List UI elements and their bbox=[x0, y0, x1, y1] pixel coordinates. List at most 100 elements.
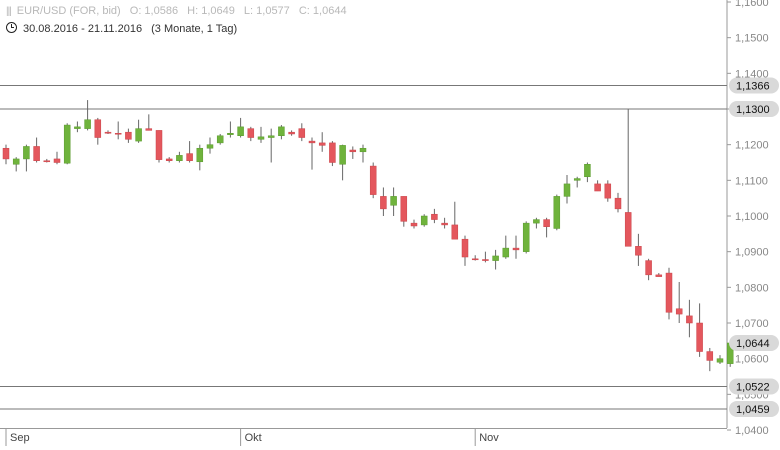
candle-body bbox=[349, 149, 357, 153]
candle-body bbox=[522, 222, 530, 252]
candle-body bbox=[482, 259, 489, 261]
level-label: 1,0522 bbox=[736, 381, 770, 393]
candle-body bbox=[63, 124, 71, 164]
candle-body bbox=[431, 213, 438, 220]
candle-body bbox=[502, 247, 510, 258]
candle-body bbox=[298, 128, 306, 138]
candle-body bbox=[380, 196, 387, 210]
candle-body bbox=[686, 315, 693, 324]
candle-body bbox=[216, 135, 224, 144]
candle-body bbox=[23, 146, 30, 160]
candle-body bbox=[563, 183, 571, 197]
level-label-bg bbox=[729, 101, 779, 117]
candle-body bbox=[176, 155, 183, 161]
open-value: O: 1,0586 bbox=[129, 5, 179, 17]
candle-body bbox=[706, 351, 714, 361]
candle-body bbox=[451, 224, 459, 240]
candle-body bbox=[267, 135, 275, 138]
instrument-name: EUR/USD (FOR, bid) bbox=[16, 5, 121, 17]
y-tick-label: 1,1200 bbox=[735, 140, 769, 152]
candle-body bbox=[696, 322, 703, 352]
candle-body bbox=[665, 272, 673, 313]
candle-body bbox=[461, 238, 469, 258]
candle-body bbox=[94, 119, 102, 138]
candle-body bbox=[165, 158, 173, 161]
candle-body bbox=[125, 131, 132, 140]
candle-body bbox=[74, 126, 81, 129]
clock-icon bbox=[6, 22, 17, 33]
candle-body bbox=[543, 219, 550, 227]
close-value: C: 1,0644 bbox=[298, 5, 347, 17]
candle-body bbox=[573, 178, 581, 181]
candle-body bbox=[237, 126, 244, 137]
high-value: H: 1,0649 bbox=[187, 5, 235, 17]
candle-body bbox=[329, 142, 336, 163]
level-label: 1,0459 bbox=[736, 404, 770, 416]
candle-body bbox=[308, 140, 316, 144]
candle-body bbox=[145, 128, 153, 131]
y-tick-label: 1,1100 bbox=[735, 175, 768, 187]
candle-body bbox=[33, 146, 40, 161]
candle-body bbox=[114, 133, 122, 135]
candle-body bbox=[247, 128, 255, 138]
y-tick-label: 1,1400 bbox=[735, 68, 769, 80]
candle-body bbox=[135, 128, 142, 142]
x-tick-label: Nov bbox=[479, 432, 499, 444]
candle-body bbox=[369, 165, 377, 195]
instrument-info: ||| EUR/USD (FOR, bid) O: 1,0586 H: 1,064… bbox=[6, 5, 353, 17]
candle-body bbox=[655, 274, 663, 277]
y-tick-label: 1,0700 bbox=[735, 318, 769, 330]
candle-body bbox=[104, 131, 112, 134]
level-label-bg bbox=[729, 77, 779, 94]
candle-body bbox=[553, 196, 561, 229]
candle-body bbox=[716, 358, 724, 363]
candle-body bbox=[278, 126, 285, 137]
candle-body bbox=[155, 130, 163, 160]
candle-body bbox=[318, 142, 326, 146]
period-label: (3 Monate, 1 Tag) bbox=[151, 23, 238, 35]
candle-body bbox=[420, 215, 428, 226]
period-info: 30.08.2016 - 21.11.2016 (3 Monate, 1 Tag… bbox=[6, 22, 243, 35]
y-tick-label: 1,1600 bbox=[735, 0, 769, 9]
level-label-bg bbox=[729, 400, 779, 417]
candle-body bbox=[594, 183, 601, 192]
level-label: 1,1366 bbox=[736, 80, 770, 92]
x-tick-label: Sep bbox=[10, 432, 30, 444]
y-tick-label: 1,1500 bbox=[735, 33, 769, 45]
candle-body bbox=[675, 308, 683, 315]
candle-body bbox=[196, 147, 204, 163]
candle-body bbox=[227, 133, 234, 135]
chart-bars-icon: ||| bbox=[6, 6, 12, 17]
candle-body bbox=[186, 153, 193, 161]
y-tick-label: 1,0800 bbox=[735, 282, 769, 294]
y-tick-label: 1,0600 bbox=[735, 354, 769, 366]
candle-body bbox=[635, 246, 642, 256]
x-tick-label: Okt bbox=[245, 432, 262, 444]
candle-body bbox=[533, 219, 540, 224]
candle-body bbox=[288, 131, 295, 135]
candle-body bbox=[471, 258, 479, 261]
candle-body bbox=[410, 222, 418, 227]
low-value: L: 1,0577 bbox=[243, 5, 290, 17]
date-range: 30.08.2016 - 21.11.2016 bbox=[23, 23, 143, 35]
candle-body bbox=[400, 196, 408, 222]
candle-body bbox=[2, 147, 10, 160]
candle-body bbox=[390, 196, 397, 206]
candle-body bbox=[614, 197, 622, 210]
candle-body bbox=[512, 247, 520, 251]
candle-body bbox=[604, 183, 612, 199]
candle-body bbox=[257, 136, 265, 140]
candle-body bbox=[584, 164, 591, 178]
candle-body bbox=[53, 158, 61, 163]
candle-body bbox=[359, 147, 367, 153]
candle-body bbox=[492, 255, 499, 261]
candle-body bbox=[339, 145, 346, 165]
level-label: 1,1300 bbox=[736, 104, 770, 116]
last-price-label: 1,0644 bbox=[736, 338, 770, 350]
y-tick-label: 1,1000 bbox=[735, 211, 769, 223]
y-tick-label: 1,0400 bbox=[735, 425, 769, 437]
candle-body bbox=[43, 160, 51, 163]
candle-body bbox=[12, 158, 20, 165]
candle-body bbox=[441, 222, 448, 226]
